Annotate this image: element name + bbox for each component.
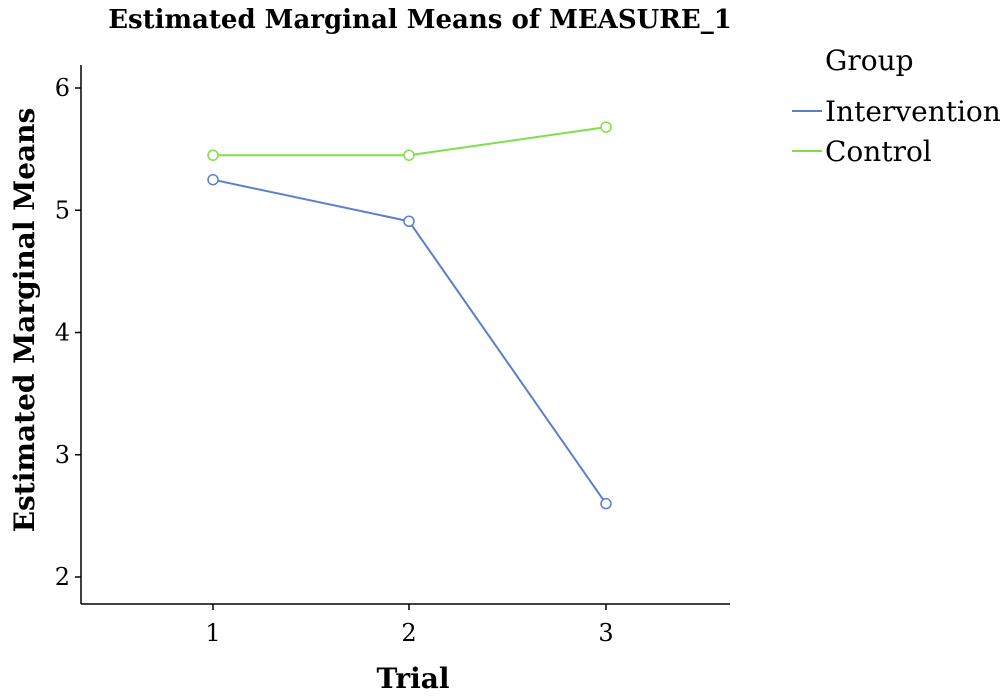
intervention-data-point bbox=[403, 215, 415, 228]
intervention-data-point bbox=[600, 497, 612, 510]
y-tick-label: 5 bbox=[55, 196, 70, 224]
control-data-point bbox=[600, 121, 612, 133]
intervention-series-line bbox=[212, 178, 607, 505]
x-ticks: 1 2 3 bbox=[205, 604, 614, 647]
legend: Group Intervention Control bbox=[792, 44, 1000, 168]
y-tick-label: 6 bbox=[55, 74, 70, 102]
x-axis-title: Trial bbox=[377, 662, 450, 695]
x-tick-label: 2 bbox=[401, 619, 416, 647]
chart-title: Estimated Marginal Means of MEASURE_1 bbox=[108, 5, 732, 35]
control-legend-label: Control bbox=[825, 135, 932, 168]
legend-title: Group bbox=[825, 44, 914, 77]
y-tick-label: 3 bbox=[55, 441, 70, 469]
legend-items: Intervention Control bbox=[792, 95, 1000, 168]
intervention-legend-label: Intervention bbox=[825, 95, 1000, 128]
y-tick-label: 2 bbox=[55, 563, 70, 591]
y-tick-label: 4 bbox=[55, 319, 70, 347]
x-tick-label: 1 bbox=[205, 619, 220, 647]
y-ticks: 2 3 4 5 6 bbox=[55, 74, 81, 591]
x-tick-label: 3 bbox=[598, 619, 613, 647]
intervention-data-point bbox=[207, 173, 219, 186]
control-data-point bbox=[207, 149, 219, 161]
series-group bbox=[207, 121, 612, 510]
control-data-point bbox=[403, 149, 415, 161]
plot-area: 2 3 4 5 6 1 2 3 bbox=[55, 65, 730, 647]
y-axis-title: Estimated Marginal Means bbox=[8, 108, 41, 533]
